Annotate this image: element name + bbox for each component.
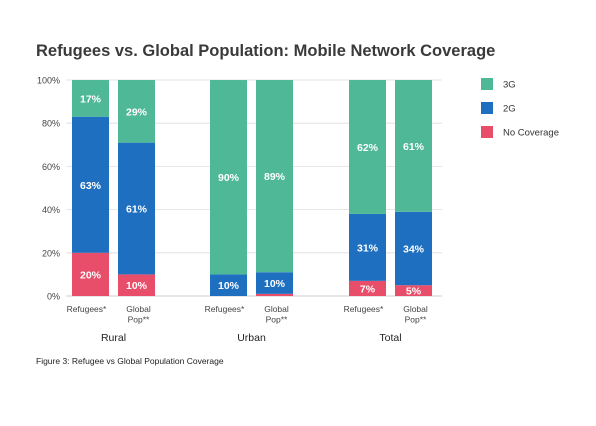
data-label: 7%	[360, 283, 376, 295]
data-label: 10%	[218, 280, 240, 292]
y-tick-label: 100%	[37, 76, 60, 86]
bar-segment-2g	[395, 211, 432, 286]
bar-segment-3g	[349, 80, 386, 214]
chart-title: Refugees vs. Global Population: Mobile N…	[36, 42, 496, 60]
data-label: 29%	[126, 106, 148, 118]
data-label: 61%	[403, 141, 425, 153]
bar-segment-3g	[256, 80, 293, 273]
y-axis-ticks: 0% 20% 40% 60% 80% 100%	[37, 76, 60, 302]
data-label: 89%	[264, 171, 286, 183]
legend-swatch-3g	[481, 78, 493, 90]
bar-segment-2g	[349, 213, 386, 281]
bar-segment-3g	[72, 80, 109, 117]
bar-segment-2g	[72, 116, 109, 253]
bar-segment-3g	[118, 80, 155, 143]
data-label: 10%	[126, 280, 148, 292]
data-label: 20%	[80, 269, 102, 281]
group-label: Urban	[237, 332, 266, 344]
x-tick-label: Refugees*	[67, 304, 107, 314]
x-tick-label: Refugees*	[205, 304, 245, 314]
y-tick-label: 0%	[47, 292, 60, 302]
group-label: Rural	[101, 332, 126, 344]
legend-label: 3G	[503, 80, 516, 91]
data-label: 5%	[406, 286, 422, 298]
legend-swatch-no-coverage	[481, 126, 493, 138]
x-tick-label: Global	[403, 304, 428, 314]
data-label: 90%	[218, 172, 240, 184]
bar-segment-no-coverage	[256, 293, 293, 296]
data-label: 62%	[357, 142, 379, 154]
legend-label: 2G	[503, 104, 516, 115]
bar-segment-no-coverage	[72, 252, 109, 296]
bar-segment-2g	[256, 272, 293, 294]
bar-segment-no-coverage	[349, 280, 386, 296]
data-label: 31%	[357, 242, 379, 254]
y-tick-label: 20%	[42, 248, 60, 258]
group-label: Total	[379, 332, 401, 344]
figure-caption: Figure 3: Refugee vs Global Population C…	[36, 356, 224, 366]
data-label: 34%	[403, 243, 425, 255]
x-tick-label: Pop**	[266, 315, 288, 325]
bar-segment-2g	[210, 274, 247, 296]
x-tick-label: Global	[126, 304, 151, 314]
legend: 3G 2G No Coverage	[481, 78, 559, 139]
bars: 20% 63% 17% 10% 61% 29% 10% 90% 10% 89% 7% 31% 62% 5%…	[72, 80, 432, 298]
bar-segment-2g	[118, 142, 155, 275]
legend-swatch-2g	[481, 102, 493, 114]
x-tick-label: Pop**	[128, 315, 150, 325]
bar-segment-no-coverage	[118, 274, 155, 296]
data-label: 10%	[264, 278, 286, 290]
bar-segment-3g	[395, 80, 432, 212]
y-tick-label: 40%	[42, 205, 60, 215]
data-label: 61%	[126, 204, 148, 216]
legend-label: No Coverage	[503, 128, 559, 139]
data-label: 17%	[80, 93, 102, 105]
x-tick-label: Refugees*	[344, 304, 384, 314]
bar-segment-3g	[210, 80, 247, 275]
x-tick-label: Global	[264, 304, 289, 314]
x-tick-label: Pop**	[405, 315, 427, 325]
data-label: 63%	[80, 180, 102, 192]
bar-segment-no-coverage	[395, 285, 432, 296]
y-tick-label: 80%	[42, 119, 60, 129]
y-tick-label: 60%	[42, 162, 60, 172]
